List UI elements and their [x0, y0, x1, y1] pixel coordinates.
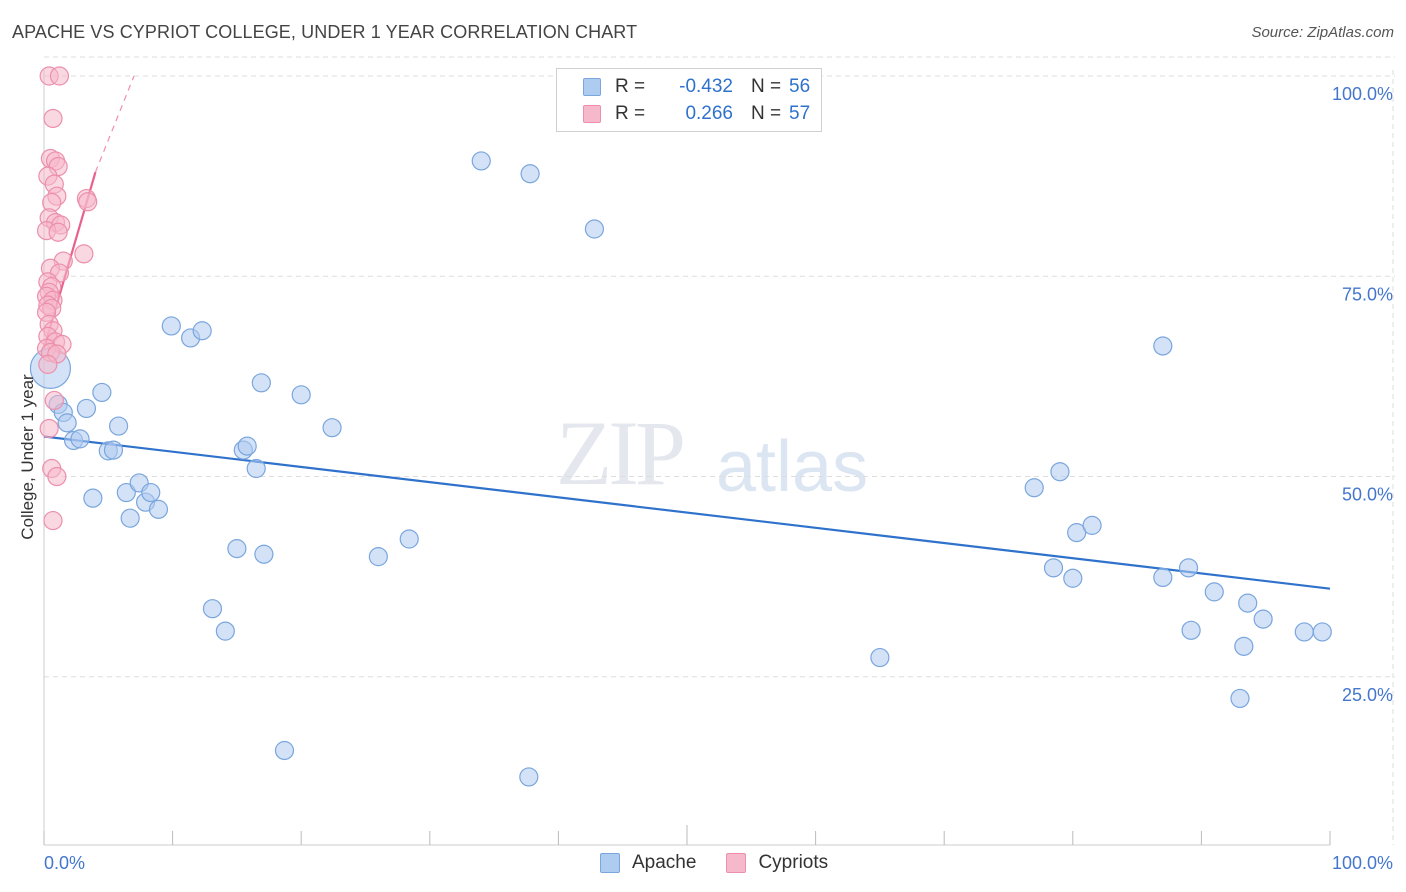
- data-point-apache: [1181, 620, 1201, 640]
- data-point-apache: [471, 151, 491, 171]
- data-point-apache: [161, 316, 181, 336]
- data-point-cypriots: [43, 108, 63, 129]
- data-point-apache: [202, 599, 223, 619]
- data-point-apache: [1153, 336, 1173, 356]
- data-point-apache: [1178, 558, 1199, 578]
- data-point-cypriots: [43, 510, 63, 531]
- data-point-apache: [141, 482, 161, 503]
- series-swatch-cypriots: [726, 853, 747, 873]
- data-points: [29, 66, 1332, 787]
- data-point-apache: [1204, 582, 1224, 602]
- data-point-cypriots: [38, 354, 58, 374]
- series-label-apache: Apache: [632, 852, 697, 873]
- data-point-apache: [83, 488, 103, 508]
- data-point-apache: [1253, 609, 1273, 629]
- data-point-apache: [215, 621, 235, 641]
- series-cypriots: [36, 66, 98, 531]
- data-point-apache: [57, 413, 77, 433]
- series-label-cypriots: Cypriots: [758, 852, 829, 873]
- watermark-zip: ZIP: [556, 402, 686, 504]
- data-point-cypriots: [47, 466, 67, 487]
- data-point-cypriots: [39, 418, 59, 439]
- trend-line-apache: [43, 435, 1331, 590]
- legend-swatch-cypriots: [583, 105, 601, 123]
- data-point-cypriots: [48, 222, 68, 242]
- data-point-apache: [519, 767, 539, 787]
- data-point-apache: [192, 321, 212, 341]
- data-point-apache: [254, 544, 274, 564]
- data-point-cypriots: [44, 390, 64, 411]
- legend-n-label: N =: [751, 103, 782, 124]
- trend-lines: [42, 75, 1331, 590]
- legend-n-value: 56: [789, 76, 811, 97]
- data-point-apache: [116, 482, 136, 503]
- data-point-apache: [70, 429, 90, 449]
- legend-n-label: N =: [751, 76, 782, 97]
- data-point-apache: [291, 385, 311, 405]
- legend-r-value: -0.432: [679, 76, 733, 97]
- legend-r-label: R =: [615, 76, 646, 97]
- legend-row-apache: R = -0.432 N = 56: [557, 74, 810, 100]
- data-point-apache: [1043, 558, 1064, 578]
- data-point-apache: [1063, 568, 1083, 588]
- trend-extension-cypriots: [94, 75, 135, 173]
- data-point-apache: [274, 740, 295, 761]
- y-tick-label: 25.0%: [1342, 685, 1393, 705]
- data-point-apache: [1238, 593, 1258, 613]
- legend-r-label: R =: [615, 103, 646, 124]
- data-point-apache: [148, 499, 169, 519]
- y-axis-label: College, Under 1 year: [18, 374, 37, 540]
- watermark-atlas: atlas: [716, 427, 869, 507]
- series-swatch-apache: [600, 853, 620, 873]
- data-point-apache: [1067, 523, 1087, 543]
- legend-row-cypriots: R = 0.266 N = 57: [557, 101, 810, 127]
- data-point-apache: [76, 398, 97, 419]
- data-point-apache: [1153, 567, 1173, 588]
- data-point-apache: [870, 647, 890, 668]
- data-point-apache: [1234, 636, 1254, 656]
- series-legend-apache[interactable]: Apache: [600, 852, 696, 874]
- axes: [43, 70, 1331, 846]
- data-point-apache: [368, 547, 388, 567]
- series-legend: Apache Cypriots: [600, 852, 858, 874]
- data-point-apache: [584, 219, 605, 239]
- series-apache: [29, 151, 1332, 787]
- chart-source: Source: ZipAtlas.com: [1251, 24, 1394, 41]
- correlation-legend: R = -0.432 N = 56 R = 0.266 N = 57: [556, 68, 822, 132]
- data-point-cypriots: [49, 66, 70, 86]
- data-point-apache: [246, 458, 266, 479]
- data-point-apache: [237, 436, 257, 456]
- data-point-cypriots: [74, 244, 94, 264]
- data-point-apache: [1024, 478, 1044, 498]
- y-tick-label: 50.0%: [1342, 485, 1393, 505]
- legend-r-value: 0.266: [685, 103, 733, 124]
- data-point-apache: [251, 373, 271, 393]
- data-point-apache: [322, 418, 342, 438]
- tick-labels: 25.0% 50.0% 75.0% 100.0% 0.0% 100.0%: [44, 84, 1393, 873]
- data-point-apache: [1312, 622, 1332, 642]
- y-tick-label: 100.0%: [1332, 84, 1393, 104]
- data-point-apache: [227, 539, 247, 559]
- data-point-apache: [108, 416, 129, 436]
- series-legend-cypriots[interactable]: Cypriots: [726, 852, 828, 874]
- x-tick-label: 0.0%: [44, 853, 85, 873]
- data-point-apache: [103, 440, 124, 460]
- data-point-apache: [1230, 688, 1250, 709]
- data-point-apache: [399, 529, 419, 549]
- data-point-apache: [1294, 622, 1314, 642]
- y-tick-label: 75.0%: [1342, 284, 1393, 304]
- x-tick-label: 100.0%: [1332, 853, 1393, 873]
- data-point-apache: [520, 164, 540, 184]
- data-point-cypriots: [78, 192, 98, 212]
- data-point-apache: [120, 508, 140, 528]
- data-point-apache: [1082, 515, 1102, 535]
- data-point-apache: [92, 382, 112, 403]
- chart-title: APACHE VS CYPRIOT COLLEGE, UNDER 1 YEAR …: [12, 22, 638, 42]
- legend-n-value: 57: [789, 103, 811, 124]
- legend-swatch-apache: [583, 78, 601, 96]
- data-point-apache: [1050, 462, 1070, 482]
